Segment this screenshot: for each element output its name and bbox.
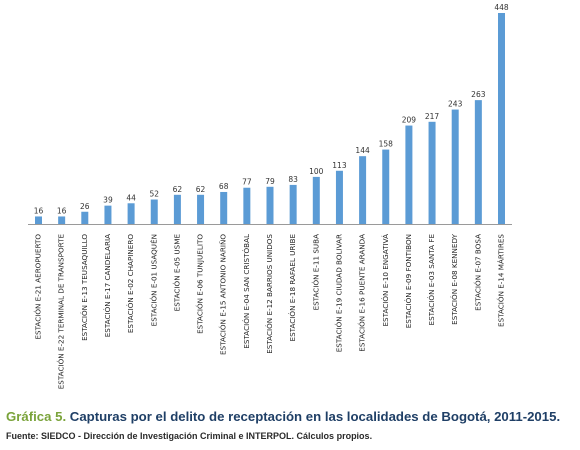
bar xyxy=(266,186,274,224)
bar-chart: 16 16 26 39 44 52 62 62 68 77 79 83 100 113 144 158 209 2… xyxy=(28,3,512,389)
bar-value-label: 263 xyxy=(471,90,486,99)
category-label: ESTACIÓN E-19 CIUDAD BOLIVAR xyxy=(334,234,343,352)
bar-value-label: 77 xyxy=(242,178,252,187)
bar xyxy=(498,13,505,224)
bar-value-label: 243 xyxy=(448,100,463,109)
bar-value-label: 209 xyxy=(402,116,417,125)
bar xyxy=(474,100,482,224)
chart-source: Fuente: SIEDCO - Dirección de Investigac… xyxy=(6,431,373,441)
bar-value-label: 113 xyxy=(332,161,347,170)
bar-value-label: 100 xyxy=(309,167,324,176)
category-label: ESTACIÓN E-05 USME xyxy=(172,234,181,312)
category-label: ESTACIÓN E-11 SUBA xyxy=(311,234,320,311)
category-label: ESTACIÓN E-07 BOSA xyxy=(473,234,482,311)
category-labels-group: ESTACIÓN E-21 AEROPUERTO ESTACIÓN E-22 TE… xyxy=(34,233,506,389)
bar-value-label: 158 xyxy=(379,140,394,149)
bar-value-label: 144 xyxy=(355,146,370,155)
bar-value-label: 217 xyxy=(425,112,440,121)
category-label: ESTACIÓN E-09 FONTIBON xyxy=(404,234,413,328)
bar xyxy=(312,176,320,224)
caption-label: Gráfica 5. xyxy=(6,409,67,424)
category-label: ESTACIÓN E-18 RAFAEL URIBE xyxy=(288,234,297,342)
bar xyxy=(127,203,135,224)
category-label: ESTACIÓN E-10 ENGATIVÁ xyxy=(381,234,390,327)
bar xyxy=(104,205,112,224)
category-label: ESTACIÓN E-15 ANTONIO NARIÑO xyxy=(219,234,228,355)
bar xyxy=(197,194,205,224)
category-label: ESTACIÓN E-08 KENNEDY xyxy=(450,233,459,324)
bar xyxy=(382,149,390,224)
category-label: ESTACIÓN E-06 TUNJUELITO xyxy=(196,234,205,334)
category-label: ESTACIÓN E-14 MÁRTIRES xyxy=(497,234,506,327)
bar xyxy=(335,170,343,224)
bar xyxy=(428,121,436,224)
bar xyxy=(35,216,42,224)
category-label: ESTACIÓN E-17 CANDELARIA xyxy=(103,234,112,337)
bar-value-label: 16 xyxy=(57,206,67,215)
bar-value-label: 39 xyxy=(103,196,113,205)
category-label: ESTACIÓN E-12 BARRIOS UNIDOS xyxy=(265,234,274,354)
bar-value-label: 448 xyxy=(494,3,509,12)
bar xyxy=(58,216,66,224)
category-label: ESTACIÓN E-21 AEROPUERTO xyxy=(34,234,43,340)
chart-caption: Gráfica 5. Capturas por el delito de rec… xyxy=(6,409,578,424)
bar xyxy=(405,125,413,224)
category-label: ESTACIÓN E-03 SANTA FE xyxy=(427,234,436,326)
value-labels-group: 16 16 26 39 44 52 62 62 68 77 79 83 100 113 144 158 209 2… xyxy=(34,3,509,215)
bar-value-label: 83 xyxy=(288,175,298,184)
bar xyxy=(220,191,228,224)
category-label: ESTACIÓN E-22 TERMINAL DE TRANSPORTE xyxy=(57,234,66,390)
bar xyxy=(150,199,158,224)
bar-value-label: 52 xyxy=(149,190,159,199)
bar-value-label: 16 xyxy=(34,206,44,215)
bar xyxy=(359,156,367,224)
bar-value-label: 79 xyxy=(265,177,275,186)
bar xyxy=(289,184,297,224)
category-label: ESTACIÓN E-13 TEUSAQUILLO xyxy=(80,234,89,341)
bar xyxy=(81,211,89,224)
bar-value-label: 62 xyxy=(173,185,183,194)
category-label: ESTACIÓN E-16 PUENTE ARANDA xyxy=(358,234,367,352)
bar xyxy=(451,109,459,224)
bar-value-label: 62 xyxy=(196,185,206,194)
bars-group xyxy=(35,13,505,224)
category-label: ESTACIÓN E-01 USAQUÉN xyxy=(149,234,158,326)
bar-value-label: 26 xyxy=(80,202,90,211)
bar xyxy=(173,194,181,224)
bar-value-label: 68 xyxy=(219,182,229,191)
bar xyxy=(243,187,251,224)
category-label: ESTACIÓN E-02 CHAPINERO xyxy=(126,234,135,333)
bar-value-label: 44 xyxy=(126,193,136,202)
caption-text: Capturas por el delito de receptación en… xyxy=(69,409,561,424)
category-label: ESTACIÓN E-04 SAN CRISTÓBAL xyxy=(242,234,251,349)
